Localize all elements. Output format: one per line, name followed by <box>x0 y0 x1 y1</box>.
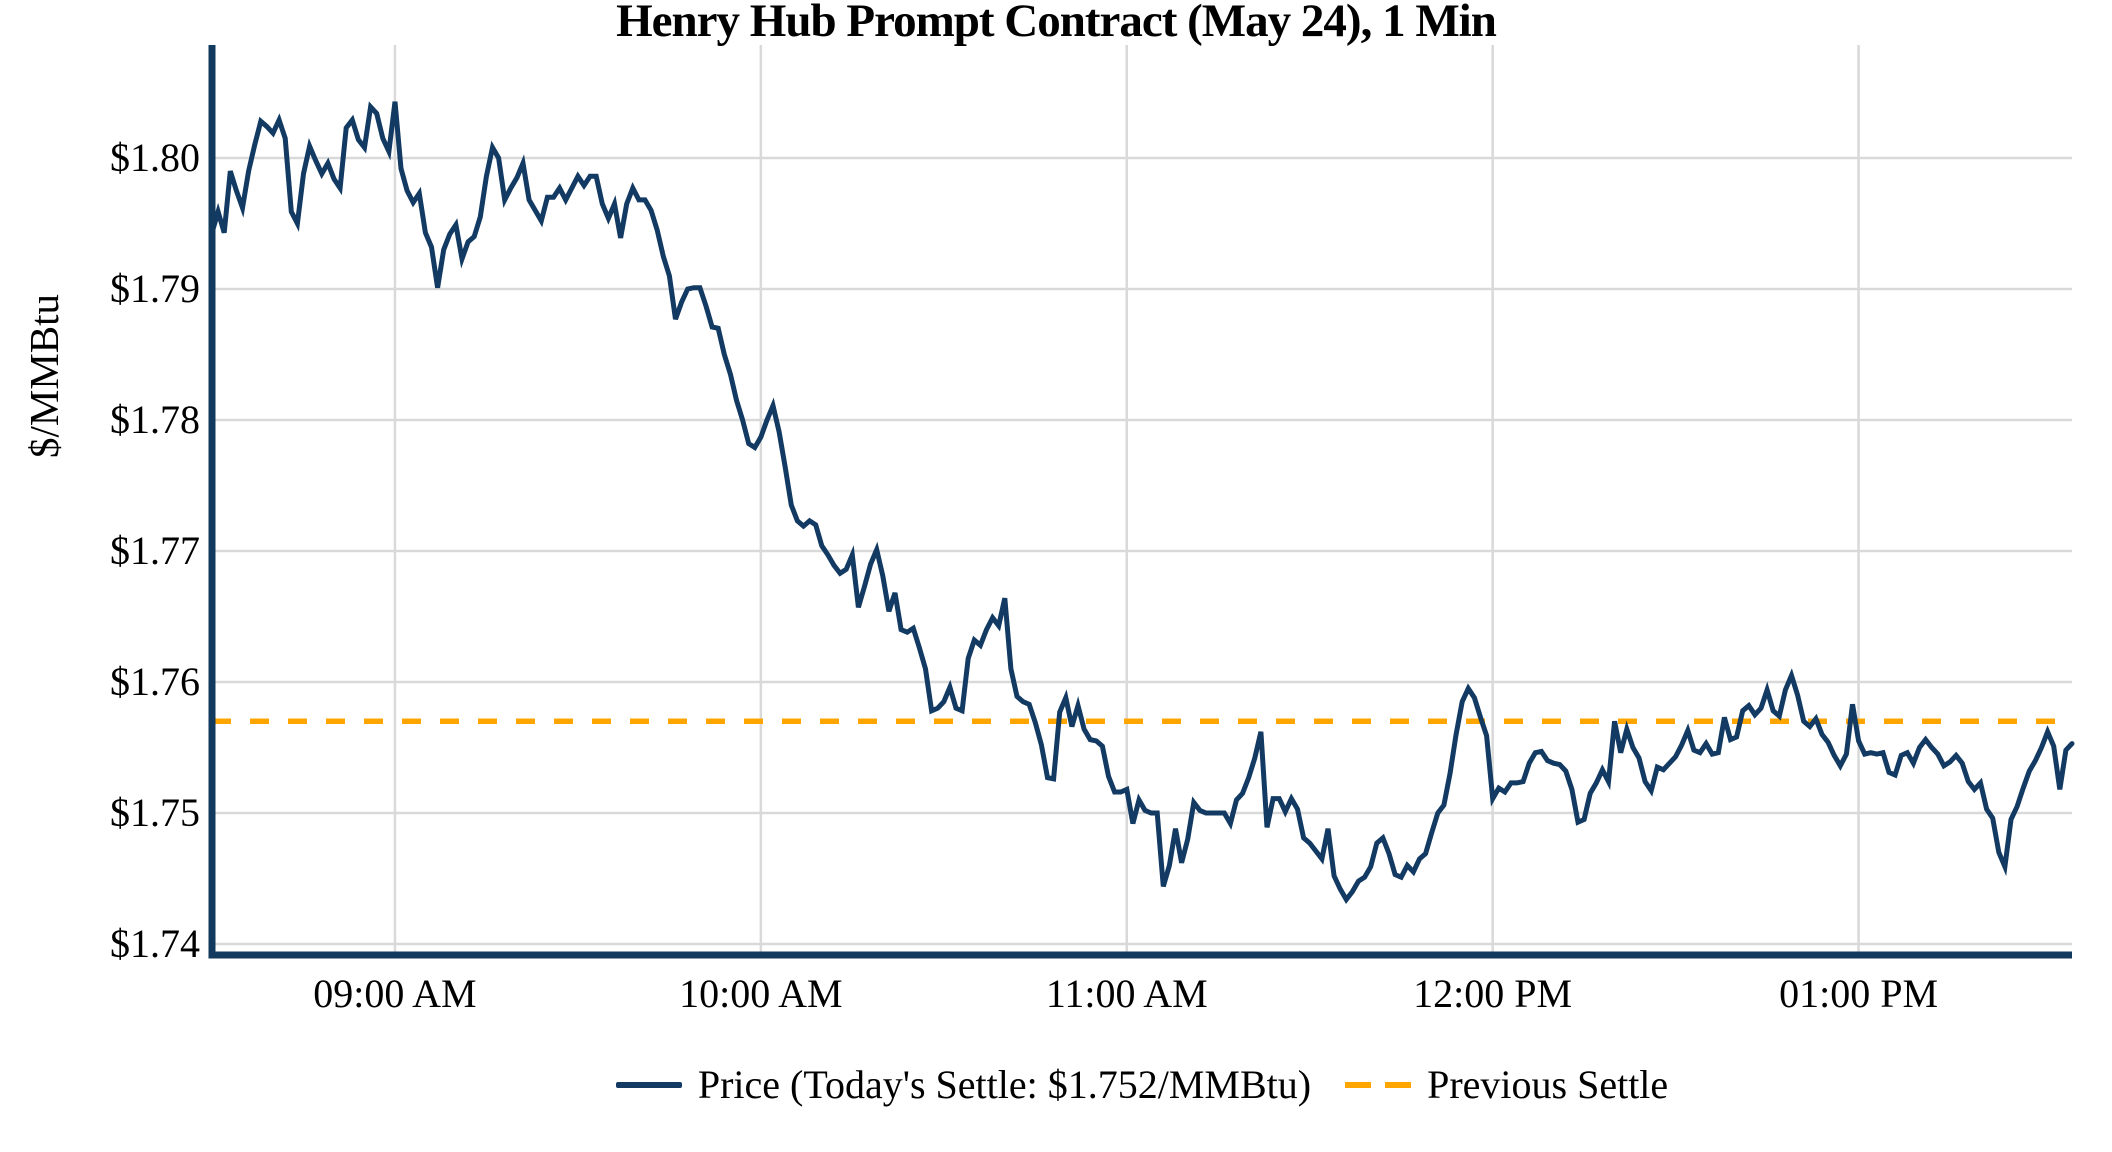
chart-title: Henry Hub Prompt Contract (May 24), 1 Mi… <box>616 0 1497 47</box>
x-tick-label: 10:00 AM <box>679 971 843 1016</box>
price-line-swatch-icon <box>615 1082 682 1088</box>
x-tick-label: 12:00 PM <box>1413 971 1573 1016</box>
y-tick-label: $1.76 <box>110 659 200 704</box>
x-tick-label: 01:00 PM <box>1779 971 1939 1016</box>
price-legend-label: Price (Today's Settle: $1.752/MMBtu) <box>697 1062 1312 1107</box>
previous-settle-dash-swatch-icon <box>1345 1082 1412 1088</box>
y-tick-label: $1.79 <box>110 266 200 311</box>
previous-settle-legend-label: Previous Settle <box>1427 1062 1669 1107</box>
x-tick-label: 11:00 AM <box>1045 971 1208 1016</box>
x-tick-label: 09:00 AM <box>313 971 477 1016</box>
price-line <box>209 101 2075 904</box>
y-tick-label: $1.80 <box>110 135 200 180</box>
chart-legend: Price (Today's Settle: $1.752/MMBtu) Pre… <box>212 1062 2072 1108</box>
legend-item-price: Price (Today's Settle: $1.752/MMBtu) <box>615 1062 1312 1108</box>
y-tick-label: $1.74 <box>110 921 200 966</box>
y-tick-label: $1.75 <box>110 790 200 835</box>
legend-item-previous-settle: Previous Settle <box>1345 1062 1668 1108</box>
y-tick-label: $1.77 <box>110 528 200 573</box>
y-tick-label: $1.78 <box>110 397 200 442</box>
